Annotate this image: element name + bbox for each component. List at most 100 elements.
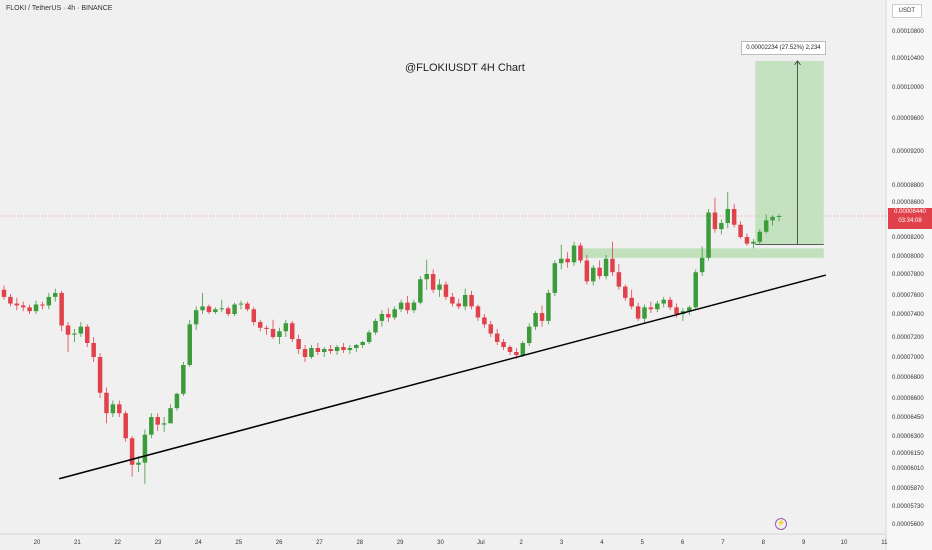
candle-up <box>213 309 218 313</box>
x-tick-label: 9 <box>802 540 806 546</box>
x-tick-label: 30 <box>437 540 444 546</box>
candle-up <box>33 304 39 312</box>
y-tick-label: 0.00005730 <box>892 504 924 510</box>
candle-down <box>97 357 103 393</box>
x-tick-label: 23 <box>155 540 162 546</box>
y-tick-label: 0.00008600 <box>892 200 924 206</box>
candle-down <box>648 307 654 310</box>
candle-down <box>257 322 263 328</box>
y-tick-label: 0.00006300 <box>892 434 924 440</box>
candle-up <box>78 326 84 334</box>
candle-down <box>488 324 494 334</box>
candle-up <box>149 417 154 435</box>
candle-up <box>591 267 596 282</box>
y-tick-label: 0.00007800 <box>892 272 924 278</box>
candle-down <box>610 258 615 273</box>
lightning-icon[interactable]: ⚡ <box>775 518 787 530</box>
candle-down <box>405 302 410 311</box>
candle-up <box>526 326 532 343</box>
current-price-value: 0.00008440 <box>894 209 926 215</box>
candle-up <box>661 299 666 304</box>
candle-up <box>693 272 698 308</box>
candle-up <box>437 284 442 290</box>
candle-up <box>776 216 782 217</box>
y-tick-label: 0.00005600 <box>892 522 924 528</box>
candle-down <box>20 305 26 308</box>
candle-up <box>200 306 205 311</box>
candle-up <box>462 295 468 307</box>
candle-down <box>206 306 212 313</box>
candle-up <box>52 292 58 297</box>
y-tick-label: 0.00008200 <box>892 235 924 241</box>
y-tick-label: 0.00006150 <box>892 451 924 457</box>
candle-up <box>277 331 282 337</box>
candle-down <box>731 209 737 225</box>
candle-up <box>322 349 327 352</box>
y-tick-label: 0.00007000 <box>892 355 924 361</box>
candle-down <box>341 347 346 350</box>
x-tick-label: 2 <box>520 540 524 546</box>
candle-up <box>181 365 186 394</box>
candle-up <box>763 220 769 232</box>
candle-down <box>635 306 641 319</box>
candle-up <box>757 231 763 242</box>
candle-up <box>398 302 404 310</box>
candle-up <box>360 342 365 345</box>
candle-down <box>430 274 436 290</box>
candle-down <box>469 295 474 307</box>
y-tick-label: 0.00010000 <box>892 85 924 91</box>
x-tick-label: 28 <box>356 540 363 546</box>
resistance-zone <box>581 248 824 258</box>
candle-up <box>725 209 731 223</box>
candle-up <box>354 345 359 348</box>
candle-down <box>155 417 160 425</box>
candle-down <box>501 342 506 347</box>
candle-down <box>616 272 622 287</box>
x-tick-label: 24 <box>195 540 202 546</box>
candle-down <box>629 297 634 307</box>
candle-down <box>251 309 257 323</box>
candle-down <box>59 292 64 326</box>
candle-up <box>552 263 558 293</box>
trendline <box>58 274 827 480</box>
candle-up <box>699 257 705 273</box>
candle-up <box>238 303 244 305</box>
x-tick-label: 22 <box>114 540 121 546</box>
y-tick-label: 0.00009200 <box>892 149 924 155</box>
candle-down <box>667 299 673 308</box>
candle-down <box>27 307 32 312</box>
candle-up <box>232 304 237 314</box>
y-tick-label: 0.00006600 <box>892 396 924 402</box>
current-price-flag: 0.00008440 03:34:08 <box>888 208 932 229</box>
candle-up <box>642 307 647 319</box>
candle-up <box>571 245 577 263</box>
candle-down <box>744 237 750 244</box>
candle-up <box>687 307 692 312</box>
candle-up <box>379 314 385 321</box>
x-tick-label: 11 <box>881 540 888 546</box>
target-arrow-head <box>794 60 801 66</box>
x-tick-label: 10 <box>841 540 848 546</box>
candle-up <box>533 313 538 327</box>
candle-down <box>1 289 7 297</box>
quote-currency-badge[interactable]: USDT <box>891 4 922 18</box>
candle-down <box>270 328 276 337</box>
y-tick-label: 0.00008800 <box>892 183 924 189</box>
x-tick-label: 7 <box>721 540 725 546</box>
y-tick-label: 0.00007200 <box>892 335 924 341</box>
candle-down <box>40 304 45 306</box>
x-tick-label: 25 <box>235 540 242 546</box>
y-tick-label: 0.00010400 <box>892 56 924 62</box>
candle-up <box>424 274 429 280</box>
candle-down <box>65 325 71 335</box>
candle-down <box>584 260 590 282</box>
y-tick-label: 0.00008000 <box>892 254 924 260</box>
y-tick-label: 0.00010800 <box>892 29 924 35</box>
candle-up <box>418 279 423 303</box>
candle-down <box>623 286 628 298</box>
candle-up <box>174 393 180 409</box>
candle-up <box>770 216 775 221</box>
x-tick-label: 26 <box>276 540 283 546</box>
